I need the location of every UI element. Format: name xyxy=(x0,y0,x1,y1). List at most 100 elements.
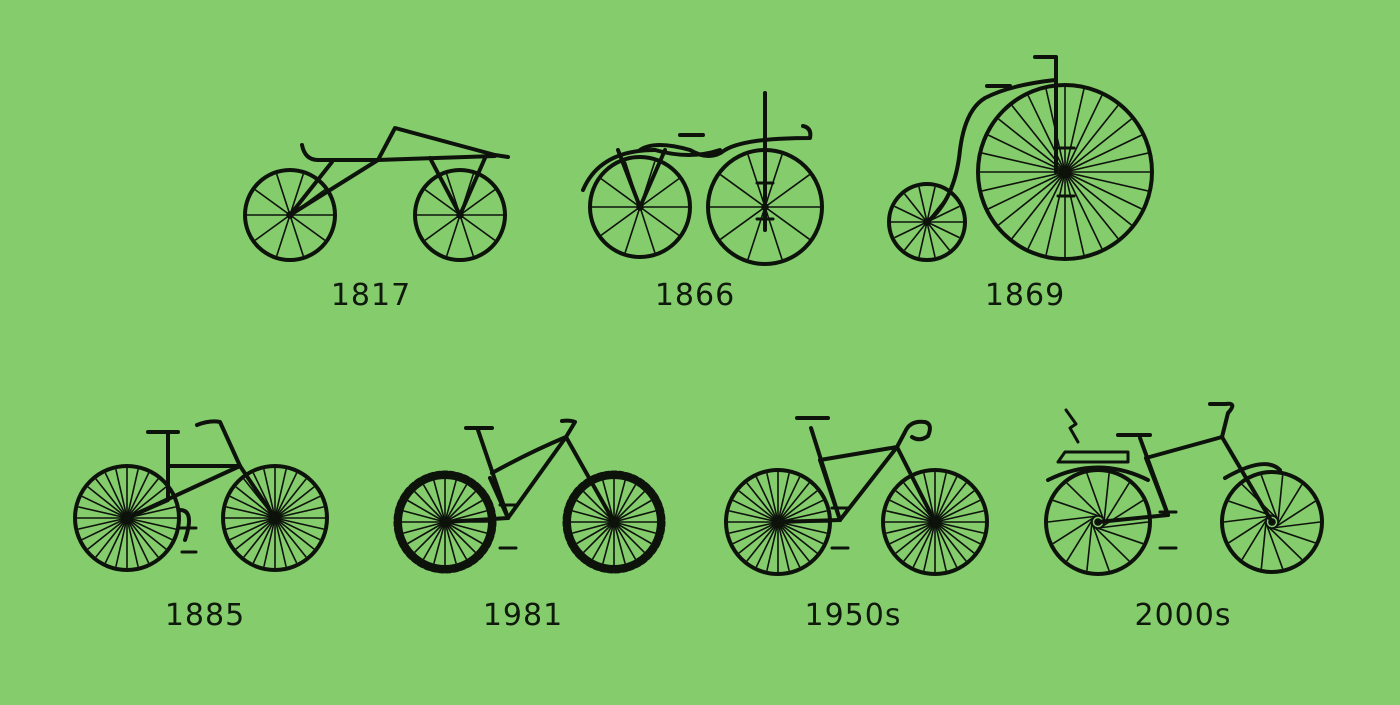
wheel-spoke xyxy=(926,186,936,223)
wheel-spoke xyxy=(1064,171,1119,239)
wheel-spoke xyxy=(1091,523,1110,572)
wheel-spoke xyxy=(1095,526,1144,545)
wheel-spoke xyxy=(1064,171,1103,249)
wheel-spoke xyxy=(934,473,947,523)
wheel-spoke xyxy=(889,521,936,545)
wheel-spoke xyxy=(918,186,928,223)
wheel-spoke xyxy=(988,171,1066,210)
wheel-spoke xyxy=(274,517,298,564)
wheel-spoke xyxy=(889,499,936,523)
wheel-spoke xyxy=(235,486,276,519)
velocipede-icon xyxy=(581,91,824,266)
wheel-spoke xyxy=(444,491,476,523)
wheel-spoke xyxy=(576,521,615,545)
wheel-spoke xyxy=(444,521,468,560)
wheel-spoke xyxy=(275,214,291,257)
wheel-spoke xyxy=(263,469,276,519)
wheel-spoke xyxy=(1228,515,1270,544)
wheel-spoke xyxy=(1045,171,1066,256)
wheel-spoke xyxy=(254,189,291,216)
wheel-spoke xyxy=(1086,520,1093,571)
wheel-spoke xyxy=(777,521,824,545)
wheel-spoke xyxy=(746,521,779,562)
wheel-spoke xyxy=(126,478,159,519)
wheel-spoke xyxy=(918,221,928,258)
wheel-spoke xyxy=(934,482,967,523)
wheel-spoke xyxy=(934,521,967,562)
wheel-spoke xyxy=(934,521,958,568)
wheel-spoke xyxy=(274,517,315,550)
wheel-spoke xyxy=(263,517,276,567)
wheel-spoke xyxy=(572,521,615,534)
wheel-spoke xyxy=(403,521,446,534)
wheel-spoke xyxy=(126,517,173,541)
wheel-spoke xyxy=(747,154,766,208)
wheel-spoke xyxy=(1269,526,1316,544)
wheel-spoke xyxy=(613,521,626,564)
wheel-spoke xyxy=(1064,171,1132,226)
wheel-spoke xyxy=(229,517,276,541)
year-label-1950s: 1950s xyxy=(804,598,902,633)
year-label-1817: 1817 xyxy=(330,278,412,313)
wheel-spoke xyxy=(764,206,810,240)
wheel-spoke xyxy=(934,521,975,554)
wheel-spoke xyxy=(275,173,291,216)
year-label-2000s: 2000s xyxy=(1134,598,1232,633)
wheel-spoke xyxy=(576,499,615,523)
wheel-spoke xyxy=(934,476,958,523)
wheel-spoke xyxy=(444,521,483,545)
mountain-bike-icon xyxy=(393,418,666,574)
wheel-spoke xyxy=(720,206,766,240)
wheel-spoke xyxy=(934,499,981,523)
wheel-spoke xyxy=(755,476,779,523)
wheel-spoke xyxy=(126,469,139,519)
wheel-spoke xyxy=(459,189,496,216)
wheel-spoke xyxy=(289,214,305,257)
wheel-spoke xyxy=(1064,88,1085,173)
wheel-spoke xyxy=(95,478,128,519)
wheel-spoke xyxy=(444,480,457,523)
wheel-spoke xyxy=(720,174,766,208)
wheel-spoke xyxy=(444,521,487,534)
road-bike-icon xyxy=(724,416,989,576)
wheel-spoke xyxy=(87,517,128,550)
wheel-spoke xyxy=(981,152,1066,173)
wheel-spoke xyxy=(1027,95,1066,173)
wheel-spoke xyxy=(1052,515,1096,545)
wheel-spoke xyxy=(777,521,818,554)
wheel-spoke xyxy=(1223,515,1273,523)
wheel-spoke xyxy=(235,517,276,550)
wheel-spoke xyxy=(926,221,951,251)
wheel-spoke xyxy=(1064,118,1132,173)
wheel-spoke xyxy=(254,214,291,241)
wheel-spoke xyxy=(1276,484,1303,527)
wheel-spoke xyxy=(424,214,461,241)
wheel-spoke xyxy=(934,521,984,534)
wheel-spoke xyxy=(126,517,139,567)
year-label-1866: 1866 xyxy=(654,278,736,313)
wheel-spoke xyxy=(777,473,790,523)
wheel-spoke xyxy=(912,521,936,568)
wheel-spoke xyxy=(414,521,446,553)
wheel-spoke xyxy=(998,118,1066,173)
wheel-spoke xyxy=(923,521,936,571)
wheel-spoke xyxy=(764,174,810,208)
wheel-spoke xyxy=(1064,171,1149,192)
wheel-spoke xyxy=(274,469,287,519)
wheel-spoke xyxy=(926,221,960,239)
wheel-spoke xyxy=(274,517,287,567)
wheel-spoke xyxy=(777,521,801,568)
year-label-1981: 1981 xyxy=(482,598,564,633)
wheel-spoke xyxy=(903,521,936,562)
wheel-spoke xyxy=(1271,521,1321,529)
wheel-spoke xyxy=(1064,95,1103,173)
wheel-spoke xyxy=(639,206,680,236)
wheel-spoke xyxy=(777,521,827,534)
wheel-spoke xyxy=(1064,171,1142,210)
wheel-spoke xyxy=(981,171,1066,192)
wheel-spoke xyxy=(243,517,276,558)
wheel-spoke xyxy=(229,495,276,519)
wheel-spoke xyxy=(1064,171,1085,256)
wheel-spoke xyxy=(95,517,128,558)
